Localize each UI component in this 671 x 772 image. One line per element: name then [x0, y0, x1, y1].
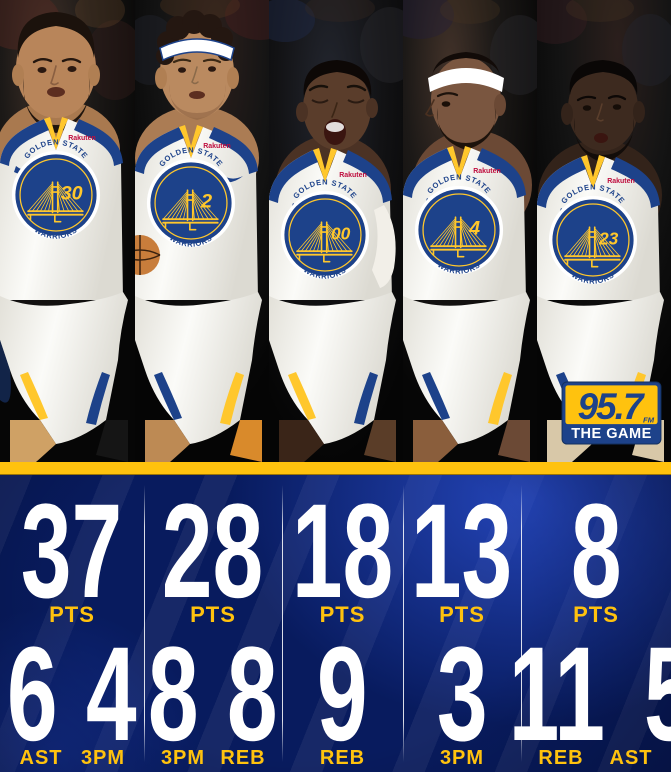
- svg-text:Rakuten: Rakuten: [607, 178, 635, 185]
- svg-text:4: 4: [468, 218, 480, 240]
- svg-text:95.7: 95.7: [578, 386, 645, 427]
- svg-text:THE GAME: THE GAME: [571, 426, 652, 442]
- svg-text:Rakuten: Rakuten: [473, 168, 501, 175]
- svg-text:23: 23: [598, 229, 619, 249]
- svg-text:30: 30: [61, 183, 83, 205]
- svg-text:00: 00: [331, 224, 351, 244]
- svg-text:2: 2: [200, 191, 212, 213]
- svg-text:FM: FM: [643, 416, 655, 425]
- svg-text:Rakuten: Rakuten: [339, 172, 367, 179]
